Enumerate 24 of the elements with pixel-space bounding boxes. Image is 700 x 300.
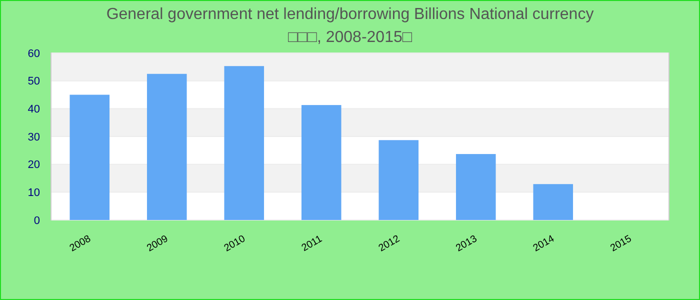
x-tick-label: 2008 xyxy=(68,233,94,254)
bar xyxy=(456,154,496,220)
x-tick-label: 2011 xyxy=(300,233,325,254)
y-tick-label: 50 xyxy=(28,76,40,88)
y-tick-label: 60 xyxy=(28,48,40,60)
bar xyxy=(146,74,187,220)
y-tick-label: 0 xyxy=(34,214,40,227)
x-tick-label: 2014 xyxy=(531,233,557,254)
x-tick-label: 2013 xyxy=(454,233,480,254)
y-tick-label: 40 xyxy=(28,104,40,116)
bar xyxy=(301,105,342,220)
y-tick-label: 30 xyxy=(28,131,40,144)
chart-subtitle: □□□, 2008-2015□ xyxy=(288,29,412,46)
x-tick-label: 2012 xyxy=(376,233,402,254)
bar xyxy=(70,94,110,220)
x-tick-label: 2010 xyxy=(222,233,248,254)
x-tick-label: 2015 xyxy=(608,233,634,254)
y-tick-label: 20 xyxy=(28,159,40,172)
bar xyxy=(533,184,574,220)
x-tick-label: 2009 xyxy=(145,233,170,254)
bar xyxy=(224,66,264,220)
bar xyxy=(378,140,419,220)
y-tick-label: 10 xyxy=(28,187,40,200)
chart-title: General government net lending/borrowing Billions National currency xyxy=(106,6,594,23)
